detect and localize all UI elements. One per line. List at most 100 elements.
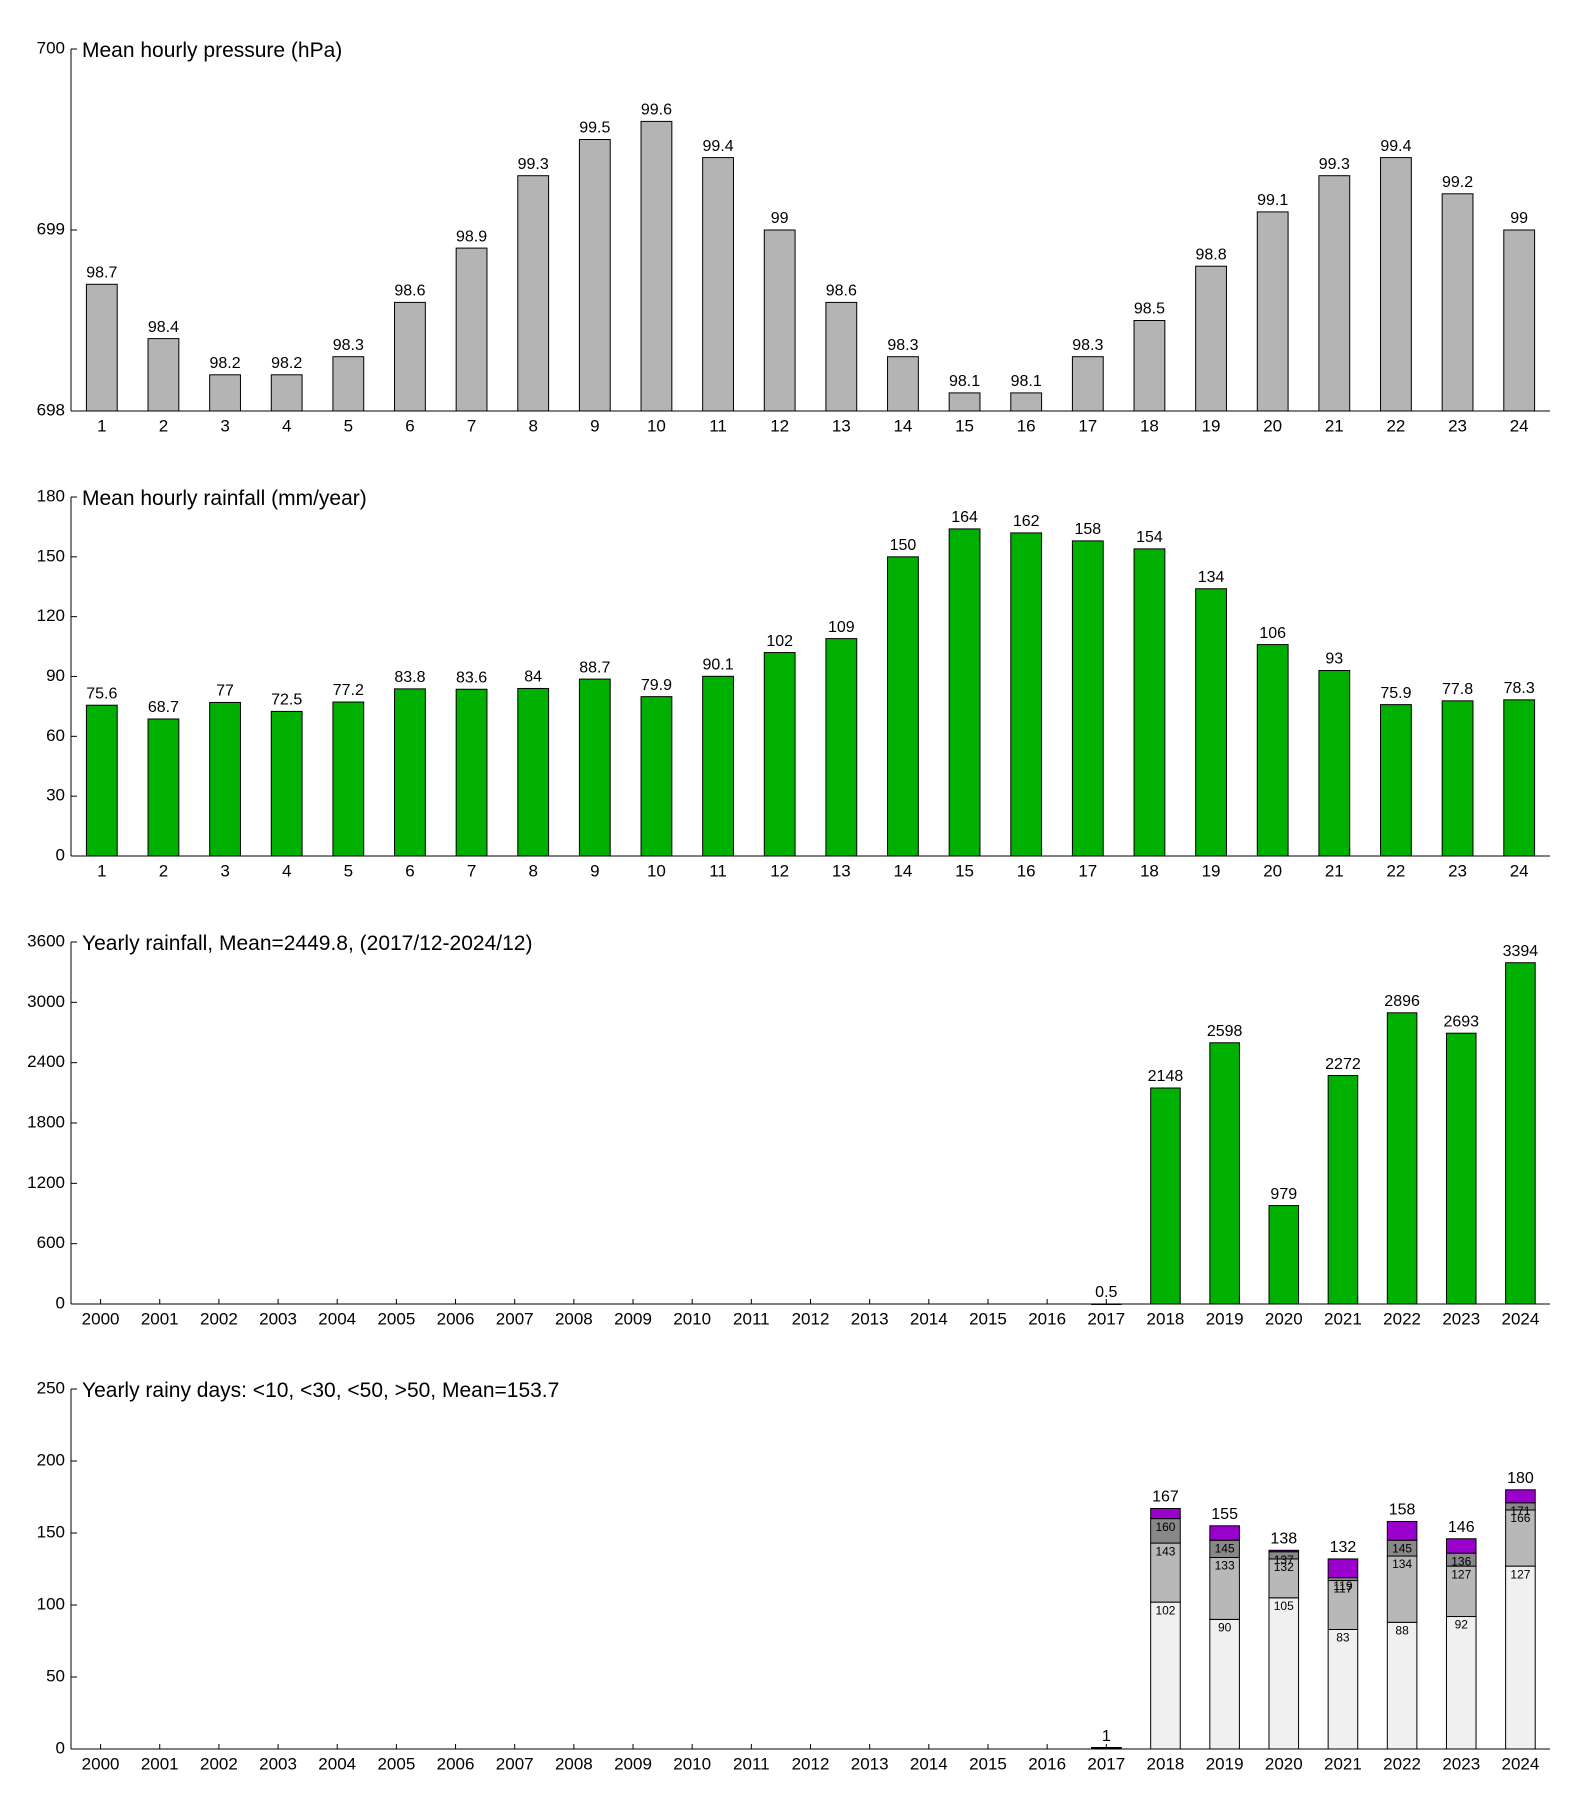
bar-segment <box>1445 1538 1477 1554</box>
bar-segment <box>1445 1616 1477 1750</box>
bar <box>1386 1012 1418 1305</box>
x-tick-label: 13 <box>832 416 851 435</box>
x-tick-label: 24 <box>1510 861 1529 880</box>
bar <box>702 157 734 412</box>
x-tick-label: 2011 <box>733 1754 770 1773</box>
value-label: 98.2 <box>271 355 302 372</box>
segment-label: 166 <box>1510 1511 1530 1525</box>
bar <box>1503 229 1536 412</box>
x-tick-label: 9 <box>590 416 599 435</box>
segment-label: 88 <box>1395 1623 1409 1637</box>
x-tick-label: 2003 <box>259 1754 297 1773</box>
x-tick-label: 7 <box>467 861 476 880</box>
value-label: 164 <box>951 509 978 526</box>
segment-label: 132 <box>1274 1560 1294 1574</box>
value-label: 98.3 <box>1072 337 1103 354</box>
value-label: 2148 <box>1148 1068 1184 1085</box>
bar <box>1256 644 1289 857</box>
x-tick-label: 19 <box>1202 861 1221 880</box>
bar <box>1133 548 1166 857</box>
bar <box>763 652 796 857</box>
value-label: 99.3 <box>1319 156 1350 173</box>
x-tick-label: 2020 <box>1265 1309 1303 1328</box>
value-label: 90.1 <box>702 657 733 674</box>
segment-label: 137 <box>1274 1553 1294 1567</box>
value-label: 75.6 <box>86 685 117 702</box>
x-tick-label: 6 <box>405 416 414 435</box>
value-label: 72.5 <box>271 692 302 709</box>
segment-label: 180 <box>1507 1470 1534 1487</box>
value-label: 98.8 <box>1195 246 1226 263</box>
y-tick-label: 600 <box>37 1233 65 1252</box>
bar-segment <box>1505 1489 1536 1504</box>
y-tick-label: 60 <box>46 726 65 745</box>
x-tick-label: 24 <box>1510 416 1529 435</box>
x-tick-label: 2006 <box>437 1309 475 1328</box>
x-tick-label: 15 <box>955 861 974 880</box>
bar <box>209 701 241 857</box>
bar-segment <box>1386 1621 1418 1750</box>
value-label: 98.5 <box>1134 301 1165 318</box>
value-label: 2272 <box>1325 1056 1361 1073</box>
bar <box>948 392 981 412</box>
bar <box>887 556 919 857</box>
value-label: 99.5 <box>579 120 610 137</box>
value-label: 93 <box>1325 651 1343 668</box>
x-tick-label: 19 <box>1202 416 1221 435</box>
value-label: 77.8 <box>1442 681 1473 698</box>
x-tick-label: 4 <box>282 416 291 435</box>
bar-segment <box>1209 1525 1240 1541</box>
x-tick-label: 2016 <box>1028 1754 1066 1773</box>
y-tick-label: 699 <box>37 219 65 238</box>
value-label: 99.2 <box>1442 174 1473 191</box>
y-tick-label: 50 <box>46 1666 65 1685</box>
x-tick-label: 2019 <box>1206 1754 1244 1773</box>
segment-label: 160 <box>1155 1520 1175 1534</box>
x-tick-label: 2023 <box>1442 1754 1480 1773</box>
bar <box>455 688 488 857</box>
bar <box>1010 532 1043 857</box>
x-tick-label: 14 <box>893 416 912 435</box>
bar <box>578 678 611 857</box>
value-label: 154 <box>1136 529 1163 546</box>
value-label: 3394 <box>1503 943 1539 960</box>
x-tick-label: 22 <box>1386 861 1405 880</box>
bar-segment <box>1386 1520 1418 1541</box>
bar <box>1268 1205 1300 1305</box>
x-tick-label: 2000 <box>82 1309 120 1328</box>
bar <box>332 356 365 412</box>
bar <box>578 139 611 412</box>
value-label: 79.9 <box>641 677 672 694</box>
value-label: 99.6 <box>641 102 672 119</box>
bar-segment <box>1327 1628 1359 1750</box>
bar-segment <box>1327 1558 1359 1579</box>
x-tick-label: 3 <box>220 861 229 880</box>
bar <box>270 710 303 857</box>
value-label: 98.1 <box>949 373 980 390</box>
segment-label: 102 <box>1155 1603 1175 1617</box>
y-tick-label: 0 <box>56 1293 65 1312</box>
x-tick-label: 18 <box>1140 416 1159 435</box>
x-tick-label: 2007 <box>496 1754 534 1773</box>
bar <box>1380 157 1412 412</box>
x-tick-label: 2001 <box>141 1754 179 1773</box>
x-tick-label: 20 <box>1263 861 1282 880</box>
x-tick-label: 2018 <box>1147 1754 1185 1773</box>
chart-title: Mean hourly pressure (hPa) <box>82 39 342 62</box>
x-tick-label: 2018 <box>1147 1309 1185 1328</box>
x-tick-label: 2017 <box>1087 1309 1125 1328</box>
segment-label: 143 <box>1155 1544 1175 1558</box>
bar <box>1318 670 1351 857</box>
x-tick-label: 2015 <box>969 1309 1007 1328</box>
x-tick-label: 2010 <box>673 1754 711 1773</box>
x-tick-label: 2021 <box>1324 1309 1362 1328</box>
x-tick-label: 2014 <box>910 1309 948 1328</box>
segment-label: 171 <box>1510 1504 1530 1518</box>
x-tick-label: 7 <box>467 416 476 435</box>
x-tick-label: 2004 <box>318 1309 356 1328</box>
segment-label: 158 <box>1389 1502 1416 1519</box>
x-tick-label: 2010 <box>673 1309 711 1328</box>
y-tick-label: 1200 <box>27 1173 65 1192</box>
x-tick-label: 2 <box>159 416 168 435</box>
bar-segment <box>1209 1618 1240 1750</box>
